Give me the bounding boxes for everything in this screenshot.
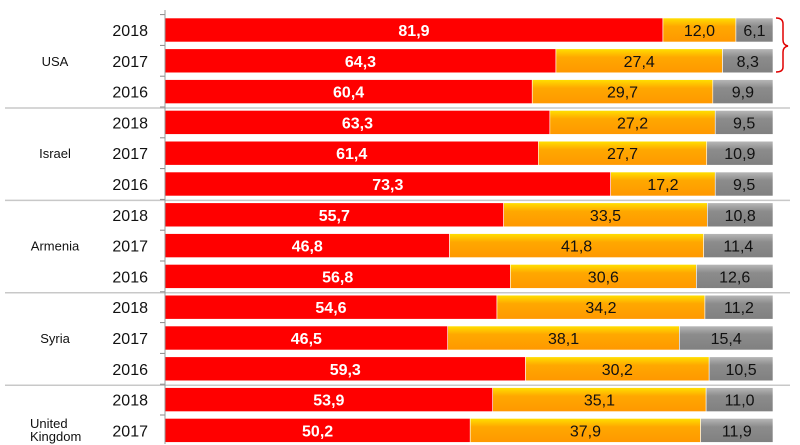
data-label: 12,6 (719, 269, 750, 286)
data-label: 55,7 (319, 208, 350, 225)
year-label: 2018 (112, 208, 148, 225)
year-label: 2018 (112, 393, 148, 410)
data-label: 59,3 (330, 362, 361, 379)
bar-segment-series3 (712, 79, 774, 104)
bar-segment-series1 (164, 294, 498, 320)
bar-segment-series2 (510, 264, 697, 289)
bar-segment-series3 (700, 418, 774, 443)
country-label: Armenia (31, 239, 80, 254)
country-label: United Kingdom (30, 416, 81, 444)
data-label: 12,0 (684, 23, 715, 40)
bar-segment-series2 (447, 325, 680, 351)
data-label: 30,2 (602, 362, 633, 379)
data-label: 15,4 (711, 331, 742, 348)
bar-segment-series2 (538, 140, 708, 166)
bar-segment-series1 (164, 202, 504, 228)
bar-segment-series3 (679, 325, 774, 351)
bar-segment-series2 (525, 356, 710, 382)
bar-segment-series2 (610, 171, 716, 197)
data-label: 10,5 (726, 362, 757, 379)
data-label: 9,9 (732, 85, 754, 102)
data-label: 35,1 (584, 393, 615, 410)
data-label: 8,3 (737, 54, 759, 71)
country-label: Syria (40, 331, 70, 346)
bar-segment-series3 (707, 202, 774, 228)
data-label: 27,4 (624, 54, 655, 71)
data-label: 38,1 (548, 331, 579, 348)
data-label: 41,8 (561, 239, 592, 256)
bar-segment-series3 (703, 233, 774, 258)
country-label: Israel (39, 146, 71, 161)
year-label: 2018 (112, 300, 148, 317)
bar-segment-series3 (704, 294, 774, 320)
data-label: 17,2 (647, 177, 678, 194)
year-label: 2017 (112, 423, 148, 440)
data-label: 53,9 (313, 393, 344, 410)
bar-segment-series1 (164, 79, 533, 104)
bar-segment-series3 (714, 110, 774, 135)
data-label: 29,7 (607, 85, 638, 102)
year-label: 2016 (112, 269, 148, 286)
data-label: 37,9 (570, 423, 601, 440)
year-label: 2016 (112, 85, 148, 102)
bar-segment-series1 (164, 171, 611, 197)
bar-segment-series2 (549, 110, 716, 135)
data-label: 11,2 (724, 300, 754, 317)
bar-segment-series3 (735, 17, 774, 43)
year-label: 2016 (112, 362, 148, 379)
year-label: 2017 (112, 239, 148, 256)
bar-segment-series1 (164, 418, 471, 443)
data-label: 10,8 (725, 208, 756, 225)
data-label: 60,4 (333, 85, 364, 102)
data-label: 81,9 (398, 23, 429, 40)
data-label: 73,3 (372, 177, 403, 194)
year-label: 2018 (112, 23, 148, 40)
data-label: 50,2 (302, 423, 333, 440)
data-label: 33,5 (590, 208, 621, 225)
data-label: 9,5 (733, 177, 755, 194)
bar-segment-series2 (469, 418, 701, 443)
bar-segment-series2 (449, 233, 704, 258)
year-label: 2017 (112, 331, 148, 348)
bar-segment-series3 (706, 140, 774, 166)
bar-segment-series2 (531, 79, 714, 104)
data-label: 63,3 (342, 115, 373, 132)
country-label: USA (42, 54, 69, 69)
data-label: 11,0 (725, 393, 755, 410)
year-label: 2018 (112, 115, 148, 132)
year-label: 2017 (112, 54, 148, 71)
data-label: 27,7 (607, 146, 638, 163)
bar-segment-series1 (164, 140, 539, 166)
data-label: 9,5 (733, 115, 755, 132)
data-label: 54,6 (315, 300, 346, 317)
year-label: 2017 (112, 146, 148, 163)
bracket-annotation (775, 17, 789, 73)
bar-segment-series3 (708, 356, 774, 382)
bar-segment-series2 (492, 387, 707, 412)
data-label: 34,2 (585, 300, 616, 317)
data-label: 10,9 (724, 146, 755, 163)
bar-segment-series1 (164, 17, 664, 43)
data-label: 30,6 (588, 269, 619, 286)
bar-segment-series3 (722, 48, 774, 74)
data-label: 61,4 (336, 146, 367, 163)
data-label: 27,2 (617, 115, 648, 132)
data-label: 46,8 (292, 239, 323, 256)
bar-segment-series3 (714, 171, 774, 197)
bar-segment-series1 (164, 264, 511, 289)
data-label: 64,3 (345, 54, 376, 71)
data-label: 56,8 (322, 269, 353, 286)
bar-segment-series3 (705, 387, 774, 412)
bar-segment-series1 (164, 110, 551, 135)
bar-segment-series2 (662, 17, 737, 43)
data-label: 46,5 (291, 331, 322, 348)
data-label: 11,4 (723, 239, 753, 256)
bar-segment-series3 (696, 264, 774, 289)
data-label: 6,1 (743, 23, 765, 40)
year-label: 2016 (112, 177, 148, 194)
data-label: 11,9 (722, 423, 752, 440)
bar-segment-series1 (164, 387, 494, 412)
